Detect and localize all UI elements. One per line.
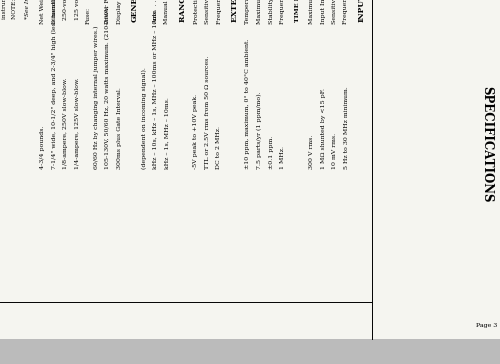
Text: 105-130V, 50/60 Hz, 20 watts maximum. (210-260V,: 105-130V, 50/60 Hz, 20 watts maximum. (2… xyxy=(105,5,110,169)
Bar xyxy=(372,339,500,364)
Text: Manual  . . . . . . . . . . . . . . . . . . . . . . . . . . . .: Manual . . . . . . . . . . . . . . . . .… xyxy=(164,0,170,24)
Bar xyxy=(0,339,500,364)
Text: GENERAL: GENERAL xyxy=(131,0,139,22)
Text: kHz – 10s, kHz – 1s, MHz – 100ms or MHz – 10ms.: kHz – 10s, kHz – 1s, MHz – 100ms or MHz … xyxy=(153,9,158,169)
Text: Maximum Voltage  . . . . . . . . . . . . . . . . . . . .: Maximum Voltage . . . . . . . . . . . . … xyxy=(309,0,314,24)
Text: -5V peak to +10V peak.: -5V peak to +10V peak. xyxy=(194,94,198,169)
Text: SPECIFICATIONS: SPECIFICATIONS xyxy=(480,86,494,202)
Text: Protection  . . . . . . . . . . . . . . . . . . . . . . . . .: Protection . . . . . . . . . . . . . . .… xyxy=(194,0,198,24)
Text: Power Requirements  . . . . . . . . . . . . . . . . . .: Power Requirements . . . . . . . . . . .… xyxy=(105,0,110,24)
Text: 7.5 parts/yr (1 ppm/mo).: 7.5 parts/yr (1 ppm/mo). xyxy=(257,91,262,169)
Text: 1/4-ampere, 125V slow-blow.: 1/4-ampere, 125V slow-blow. xyxy=(74,78,80,169)
Text: 300ms plus Gate Interval.: 300ms plus Gate Interval. xyxy=(116,87,121,169)
Text: 4-3/4 pounds.: 4-3/4 pounds. xyxy=(40,126,45,169)
Text: Fuse:: Fuse: xyxy=(86,7,91,24)
Bar xyxy=(0,0,375,339)
Text: 1 MΩ shunted by <15 pF.: 1 MΩ shunted by <15 pF. xyxy=(320,88,326,169)
Text: kHz – 1s, MHz – 10ms.: kHz – 1s, MHz – 10ms. xyxy=(164,97,170,169)
Text: EXTERNAL OSCILLATOR: EXTERNAL OSCILLATOR xyxy=(231,0,239,22)
Text: TIME BASE OSCILLATOR (Referenced to 25°C after 1/2-hour warmup.): TIME BASE OSCILLATOR (Referenced to 25°C… xyxy=(294,0,300,22)
Text: Frequency Range  . . . . . . . . . . . . . . . . . . . . .: Frequency Range . . . . . . . . . . . . … xyxy=(344,0,348,24)
Text: Temperature Stability  . . . . . . . . . . . . . . . . .: Temperature Stability . . . . . . . . . … xyxy=(246,0,250,24)
Text: 300 V rms.: 300 V rms. xyxy=(309,135,314,169)
Text: Maximum Aging Rate  . . . . . . . . . . . . . . . . . .: Maximum Aging Rate . . . . . . . . . . .… xyxy=(257,0,262,24)
Text: Frequency  . . . . . . . . . . . . . . . . . . . . . . . . . .: Frequency . . . . . . . . . . . . . . . … xyxy=(280,0,285,24)
Text: Auto  . . . . . . . . . . . . . . . . . . . . . . . . . . . . .: Auto . . . . . . . . . . . . . . . . . .… xyxy=(153,0,158,24)
Text: Sensitivity  . . . . . . . . . . . . . . . . . . . . . . . . .: Sensitivity . . . . . . . . . . . . . . … xyxy=(205,0,210,24)
Text: Frequency  . . . . . . . . . . . . . . . . . . . . . . . . . .: Frequency . . . . . . . . . . . . . . . … xyxy=(216,0,222,24)
Text: Net Weight  . . . . . . . . . . . . . . . . . . . . . . . .: Net Weight . . . . . . . . . . . . . . .… xyxy=(40,0,45,24)
Text: Display Time  . . . . . . . . . . . . . . . . . . . . . . .: Display Time . . . . . . . . . . . . . .… xyxy=(116,0,121,24)
Text: TTL or 2.5V rms from 50 Ω sources.: TTL or 2.5V rms from 50 Ω sources. xyxy=(205,56,210,169)
Text: *See Input curve Figures 1 and 2 on Page 4.: *See Input curve Figures 1 and 2 on Page… xyxy=(26,0,30,19)
Text: 7-1/4" wide, 10-1/2" deep, and 2-3/4" high (less handle).: 7-1/4" wide, 10-1/2" deep, and 2-3/4" hi… xyxy=(52,0,57,169)
Text: RANGES-GATE INTERVAL: RANGES-GATE INTERVAL xyxy=(179,0,187,22)
Text: Page 3: Page 3 xyxy=(476,324,498,328)
Text: 125 volt Operation  . . . . . . . . . . . . . . . . .: 125 volt Operation . . . . . . . . . . .… xyxy=(74,0,80,24)
Text: 5 Hz to 30 MHz minimum.: 5 Hz to 30 MHz minimum. xyxy=(344,86,348,169)
Text: instrument is turned ON.: instrument is turned ON. xyxy=(2,0,7,19)
Text: DC to 2 MHz.: DC to 2 MHz. xyxy=(216,126,222,169)
Text: INPUT*: INPUT* xyxy=(358,0,366,22)
Text: ±10 ppm, maximum, 0° to 40°C ambient.: ±10 ppm, maximum, 0° to 40°C ambient. xyxy=(246,39,250,169)
Text: 60/60 Hz by changing internal jumper wires.): 60/60 Hz by changing internal jumper wir… xyxy=(94,25,99,169)
Bar xyxy=(375,0,500,339)
Text: (dependent on incoming signal).: (dependent on incoming signal). xyxy=(142,67,147,169)
Text: 250-volt Operation  . . . . . . . . . . . . . . . . .: 250-volt Operation . . . . . . . . . . .… xyxy=(63,0,68,24)
Text: ±0.1 ppm.: ±0.1 ppm. xyxy=(268,136,274,169)
Text: Dimensions  . . . . . . . . . . . . . . . . . . . . . . . .: Dimensions . . . . . . . . . . . . . . .… xyxy=(52,0,57,24)
Text: Sensitivity  . . . . . . . . . . . . . . . . . . . . . . . . .: Sensitivity . . . . . . . . . . . . . . … xyxy=(332,0,337,24)
Text: NOTE:  The signal-conditioning amplifier (IC-1) requires approximately 20 to 30 : NOTE: The signal-conditioning amplifier … xyxy=(12,0,18,19)
Text: 1/8-ampere, 250V slow-blow.: 1/8-ampere, 250V slow-blow. xyxy=(63,78,68,169)
Text: Stability  . . . . . . . . . . . . . . . . . . . . . . . . . . .: Stability . . . . . . . . . . . . . . . … xyxy=(268,0,274,24)
Text: 10 mV rms.: 10 mV rms. xyxy=(332,133,337,169)
Text: Input Impedance  . . . . . . . . . . . . . . . . . . . . .: Input Impedance . . . . . . . . . . . . … xyxy=(320,0,326,24)
Text: 1 MHz.: 1 MHz. xyxy=(280,146,285,169)
